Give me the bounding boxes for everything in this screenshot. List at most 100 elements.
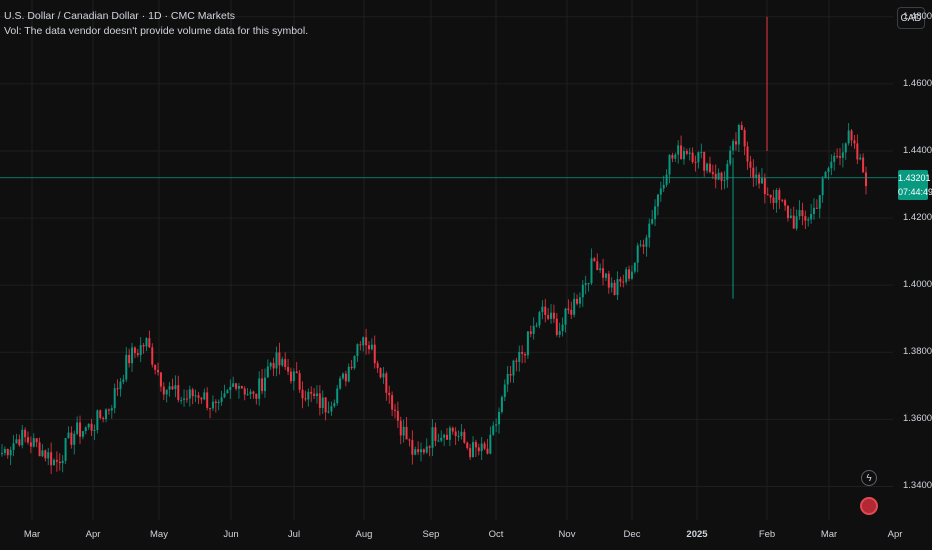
candle-body [639, 244, 642, 246]
last-price-tag: 1.43201 07:44:49 [898, 169, 932, 200]
candle-body [339, 378, 342, 389]
candle-body [79, 422, 82, 437]
x-tick-label: Jul [287, 529, 301, 540]
candle-body [847, 130, 850, 144]
candle-body [275, 352, 278, 369]
candle-body [15, 439, 18, 444]
x-tick-label: Apr [85, 529, 101, 540]
candle-body [604, 273, 607, 278]
candle-body [318, 393, 321, 408]
candle-body [110, 408, 113, 411]
candle-body [90, 423, 93, 431]
candle-body [584, 283, 587, 285]
candle-body [269, 362, 272, 367]
candle-body [720, 172, 723, 181]
candle-body [547, 314, 550, 319]
flag-icon[interactable] [860, 497, 878, 515]
candle-body [859, 157, 862, 160]
candle-body [469, 448, 472, 458]
candle-body [512, 360, 515, 376]
candle-body [853, 140, 856, 144]
candle-body [570, 309, 573, 315]
candle-body [370, 344, 373, 350]
candle-body [524, 353, 527, 356]
candle-body [480, 443, 483, 452]
candle-body [417, 449, 420, 453]
candle-body [659, 188, 662, 195]
candle-body [281, 359, 284, 366]
candle-body [128, 354, 131, 364]
x-tick-label: Mar [23, 529, 41, 540]
candle-body [830, 161, 833, 169]
y-tick-label: 1.46000 [903, 77, 932, 89]
y-tick-label: 1.44000 [903, 144, 932, 156]
candle-body [746, 146, 749, 162]
candle-body [729, 150, 732, 164]
candle-body [327, 411, 330, 413]
candle-body [706, 163, 709, 171]
candle-body [552, 312, 555, 319]
candle-body [139, 345, 142, 356]
candle-body [564, 308, 567, 325]
candle-body [93, 429, 96, 431]
candle-body [29, 442, 32, 447]
symbol-title: U.S. Dollar / Canadian Dollar · 1D · CMC… [4, 10, 236, 22]
candle-body [558, 331, 561, 335]
candle-body [636, 245, 639, 263]
candle-body [396, 410, 399, 421]
candle-body [159, 372, 162, 387]
currency-button[interactable]: CAD [897, 7, 925, 29]
candle-body [616, 279, 619, 296]
candle-body [6, 448, 9, 456]
candle-body [32, 438, 35, 447]
candle-body [278, 352, 281, 366]
candle-body [755, 174, 758, 178]
candle-body [812, 207, 815, 214]
candle-body [758, 174, 761, 184]
candle-body [388, 392, 391, 396]
candle-series [1, 16, 867, 475]
candle-body [105, 409, 108, 419]
candle-body [651, 219, 654, 224]
candle-body [359, 344, 362, 346]
y-tick-label: 1.38000 [903, 346, 932, 358]
candle-body [541, 306, 544, 313]
candle-body [766, 194, 769, 196]
candle-body [3, 448, 6, 454]
candle-body [232, 383, 235, 387]
candle-body [648, 223, 651, 238]
lightning-icon[interactable]: ϟ [861, 470, 877, 486]
candle-body [84, 427, 87, 432]
candle-body [821, 178, 824, 196]
candle-body [824, 171, 827, 179]
candle-body [255, 393, 258, 399]
candle-body [789, 215, 792, 219]
candle-body [786, 205, 789, 219]
candle-body [486, 448, 489, 454]
candle-body [301, 389, 304, 399]
candle-body [321, 397, 324, 408]
candle-body [590, 258, 593, 284]
candle-body [223, 393, 226, 398]
candle-body [628, 269, 631, 279]
candle-body [717, 172, 720, 180]
y-tick-label: 1.40000 [903, 279, 932, 291]
candle-body [292, 371, 295, 382]
candle-body [376, 363, 379, 369]
candle-body [474, 442, 477, 448]
candle-body [625, 269, 628, 282]
candle-body [356, 344, 359, 357]
candle-body [865, 172, 867, 187]
candle-body [838, 156, 841, 158]
x-tick-label: Jun [223, 529, 239, 540]
candle-body [656, 194, 659, 207]
candle-body [194, 395, 197, 397]
candle-body [240, 385, 243, 389]
candle-body [272, 362, 275, 369]
candle-body [324, 397, 327, 413]
candle-body [489, 434, 492, 454]
candle-body [836, 155, 839, 157]
candle-body [76, 422, 79, 434]
candle-body [217, 401, 220, 404]
